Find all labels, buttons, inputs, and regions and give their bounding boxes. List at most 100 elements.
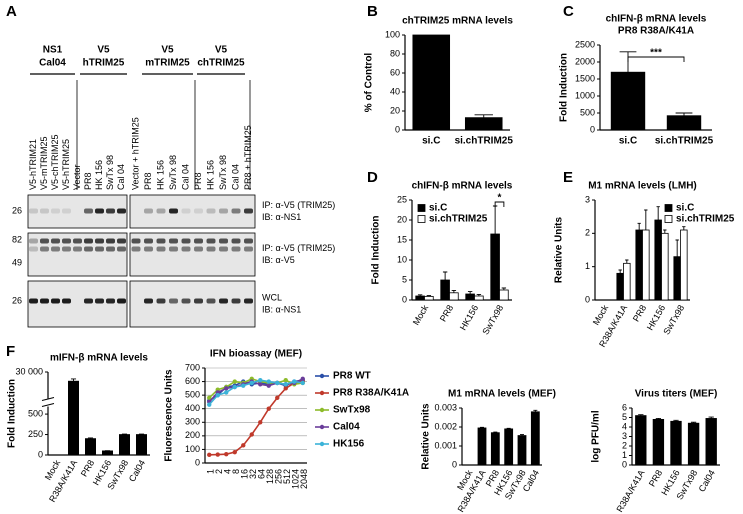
bar	[440, 279, 450, 301]
error-bar	[675, 239, 679, 257]
error-bar	[87, 437, 94, 439]
bar	[490, 233, 500, 301]
blot-panel	[27, 280, 128, 328]
error-bar	[501, 287, 507, 290]
band	[181, 238, 191, 244]
y-axis-label: Fold Induction	[559, 53, 570, 122]
x-tick-label: si.C	[422, 136, 440, 147]
mw-marker: 49	[12, 257, 22, 267]
point	[249, 432, 254, 437]
error-bar	[442, 271, 448, 280]
legend-label: PR8 R38A/K41A	[333, 388, 409, 399]
y-tick-label: 600	[185, 376, 200, 386]
lane-label: PR8	[143, 172, 153, 190]
point	[258, 420, 263, 425]
lane-label: Cal 04	[116, 164, 126, 190]
chart-title: chIFN-β mRNA levels	[606, 14, 707, 25]
point	[275, 395, 280, 401]
chart-title: chTRIM25 mRNA levels	[402, 16, 513, 27]
y-tick-label: 0	[585, 294, 590, 304]
chart-title: IFN bioassay (MEF)	[210, 349, 302, 360]
bar	[102, 450, 114, 456]
bar	[705, 418, 717, 466]
y-axis-label: log PFU/ml	[591, 410, 602, 462]
bar	[673, 256, 681, 301]
lane-label: V5-hTRIM25	[61, 139, 71, 190]
band	[206, 208, 216, 214]
band	[231, 298, 241, 304]
band	[62, 298, 71, 304]
panel-label: A	[6, 3, 17, 20]
band	[206, 246, 216, 252]
legend-swatch	[417, 215, 426, 223]
point	[232, 379, 237, 384]
y-tick-label: 3	[622, 431, 627, 441]
band	[244, 208, 253, 214]
band	[117, 246, 126, 252]
band	[106, 238, 115, 244]
x-tick-label: 8	[231, 469, 241, 474]
y-tick-label: 10	[397, 254, 407, 264]
point	[266, 406, 271, 411]
point	[241, 443, 246, 448]
band	[181, 246, 191, 252]
point	[283, 382, 288, 387]
band	[144, 238, 153, 244]
error-bar	[520, 434, 524, 436]
band	[219, 208, 228, 214]
band	[231, 238, 241, 244]
error-bar	[682, 226, 686, 230]
panel-label: C	[563, 3, 574, 20]
legend-marker	[319, 441, 325, 447]
y-tick-label: 1000	[575, 90, 595, 100]
x-tick-label: 128	[265, 469, 275, 484]
y-tick-label: 30 000	[15, 366, 43, 376]
y-axis-label: Fold Induction	[371, 216, 382, 285]
group-header: Cal04	[39, 58, 66, 69]
point	[215, 392, 220, 398]
significance-label: ***	[650, 48, 662, 59]
group-header: chTRIM25	[197, 58, 245, 69]
point	[292, 379, 297, 384]
bar	[499, 289, 509, 301]
significance-bracket	[494, 201, 505, 207]
error-bar	[417, 294, 423, 296]
band	[117, 208, 126, 214]
bar	[661, 232, 669, 301]
y-tick-label: 0	[402, 294, 407, 304]
band	[244, 238, 253, 244]
point	[283, 386, 288, 391]
row-label: IP: α-V5 (TRIM25)	[262, 200, 335, 210]
band	[219, 298, 228, 304]
y-axis-label: Fluorescence Units	[164, 369, 175, 462]
x-tick-label: 512	[282, 469, 292, 484]
y-tick-label: 0	[452, 459, 457, 469]
band	[169, 208, 178, 214]
point	[224, 451, 229, 457]
legend-swatch	[417, 204, 426, 212]
bar	[490, 432, 500, 466]
point	[249, 380, 254, 386]
lane-label: PR8 + hTRIM25	[243, 125, 253, 190]
band	[40, 246, 49, 252]
band	[51, 238, 60, 244]
row-label: IB: α-NS1	[262, 212, 301, 222]
lane-label: HK 156	[155, 160, 165, 190]
mw-marker: 82	[12, 234, 22, 244]
y-axis-label: Relative Units	[554, 216, 565, 283]
band	[62, 246, 71, 252]
bar	[119, 434, 131, 456]
point	[266, 383, 271, 388]
y-tick-label: 0.002	[434, 421, 457, 431]
error-bar	[675, 112, 693, 116]
point	[300, 380, 305, 386]
group-header: V5	[97, 45, 110, 56]
error-bar	[474, 114, 493, 118]
lane-label: Vector	[72, 164, 82, 190]
band	[84, 208, 93, 214]
error-bar	[506, 427, 511, 429]
group-header: V5	[215, 45, 228, 56]
band	[219, 246, 228, 252]
error-bar	[625, 259, 629, 264]
y-tick-label: 2500	[575, 39, 595, 49]
